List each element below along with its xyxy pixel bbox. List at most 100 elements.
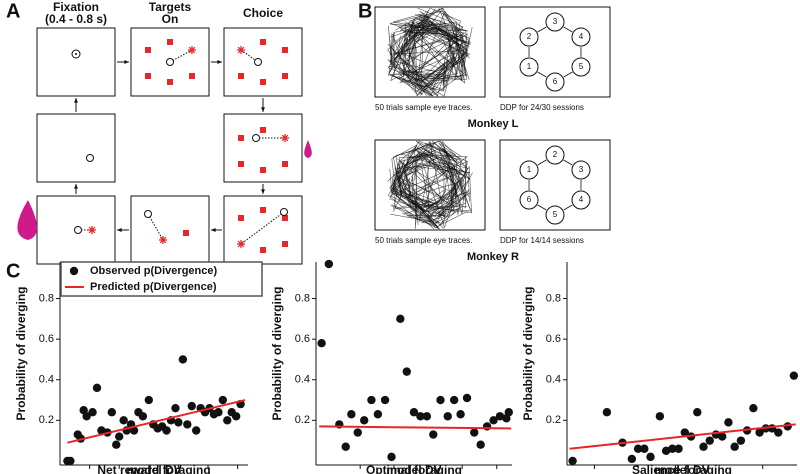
eye-trace xyxy=(420,140,471,197)
arrow-head xyxy=(261,107,265,112)
ddp-node xyxy=(571,190,591,210)
y-tick-label: 0.2 xyxy=(546,414,561,426)
y-tick-label: 0.6 xyxy=(39,333,54,345)
x-tick-label: -1.2 xyxy=(710,473,729,474)
data-point xyxy=(504,408,513,417)
data-point xyxy=(373,410,383,419)
target xyxy=(167,79,173,85)
y-tick-label: 0.4 xyxy=(546,374,561,386)
ddp-node xyxy=(545,72,565,92)
x-tick-label: -1.9 xyxy=(666,473,685,474)
x-tick-label: -0.4 xyxy=(139,473,158,474)
gaze xyxy=(74,226,82,234)
data-point xyxy=(353,428,362,437)
ddp-edge xyxy=(563,204,573,211)
data-point xyxy=(699,442,708,451)
target-star xyxy=(188,46,196,54)
data-point xyxy=(144,395,154,405)
data-point xyxy=(456,410,465,419)
target xyxy=(282,241,288,247)
target xyxy=(260,207,266,213)
panel-label: C xyxy=(6,260,20,282)
ddp-node xyxy=(545,145,565,165)
data-point xyxy=(724,418,733,427)
ddp-node-label: 3 xyxy=(579,165,584,174)
eye-trace xyxy=(395,155,463,207)
y-tick-label: 0.2 xyxy=(39,414,54,426)
data-point xyxy=(774,428,783,437)
data-point xyxy=(317,339,326,348)
eye-trace xyxy=(415,147,470,188)
legend-box xyxy=(60,261,263,297)
arrow-head xyxy=(117,228,122,232)
ddp-node xyxy=(571,57,591,77)
y-tick-label: 0.8 xyxy=(39,292,54,304)
data-point xyxy=(341,442,350,451)
y-tick-label: 0.8 xyxy=(295,292,310,304)
data-point xyxy=(730,442,739,451)
data-point xyxy=(627,454,637,464)
data-point xyxy=(718,432,727,441)
data-point xyxy=(633,444,643,453)
target xyxy=(145,47,151,53)
x-axis-label: Optimal foraging xyxy=(366,463,462,474)
data-point xyxy=(171,403,180,413)
trial-box xyxy=(223,27,303,97)
data-point xyxy=(736,436,746,445)
data-point xyxy=(214,408,223,417)
ddp-edge xyxy=(537,204,547,211)
ddp-node xyxy=(519,160,539,180)
data-point xyxy=(462,393,472,403)
data-point xyxy=(387,452,396,462)
data-point xyxy=(138,412,148,421)
x-tick-label: -16.9 xyxy=(416,473,441,474)
target-star xyxy=(88,226,96,234)
eye-trace xyxy=(387,52,465,97)
data-point xyxy=(668,444,677,453)
eye-trace xyxy=(390,33,468,83)
target-star xyxy=(281,134,289,142)
ddp-node-label: 1 xyxy=(527,62,532,71)
y-axis-label: Probability of diverging xyxy=(14,286,28,420)
ddp-node xyxy=(571,160,591,180)
data-point xyxy=(178,355,188,364)
gaze xyxy=(252,134,260,142)
legend-label: Predicted p(Divergence) xyxy=(90,281,217,293)
x-tick-label: -21.2 xyxy=(381,473,406,474)
data-point xyxy=(324,259,334,269)
eye-trace xyxy=(399,7,456,97)
eye-trace xyxy=(389,167,439,206)
step-title: On xyxy=(162,12,179,26)
target xyxy=(238,215,244,221)
reward-drop xyxy=(304,140,312,158)
ddp-caption: DDP for 14/14 sessions xyxy=(500,236,584,245)
data-point xyxy=(705,436,714,445)
ddp-edge xyxy=(537,159,547,166)
ddp-node-label: 6 xyxy=(527,195,532,204)
target xyxy=(282,73,288,79)
data-point xyxy=(88,408,97,417)
target xyxy=(282,161,288,167)
ddp-node xyxy=(519,27,539,47)
x-tick-label: -8.4 xyxy=(487,473,506,474)
gaze xyxy=(166,58,174,66)
ddp-node-label: 3 xyxy=(553,17,558,26)
x-tick-label: -0.5 xyxy=(753,473,772,474)
monkey-title: Monkey L xyxy=(468,118,519,130)
trace-caption: 50 trials sample eye traces. xyxy=(375,103,472,112)
data-point xyxy=(347,410,356,419)
y-tick-label: 0.8 xyxy=(546,292,561,304)
target xyxy=(189,73,195,79)
data-point xyxy=(162,426,171,435)
fit-line xyxy=(569,423,796,450)
data-point xyxy=(416,412,425,421)
ddp-node-label: 5 xyxy=(553,210,558,219)
fit-line xyxy=(319,425,512,430)
panel-label: A xyxy=(6,0,20,22)
legend-label: Observed p(Divergence) xyxy=(90,265,217,277)
data-point xyxy=(489,416,498,425)
ddp-edge xyxy=(563,159,573,166)
x-tick-label: -2.5 xyxy=(629,473,648,474)
data-point xyxy=(646,452,655,462)
data-point xyxy=(183,420,192,429)
